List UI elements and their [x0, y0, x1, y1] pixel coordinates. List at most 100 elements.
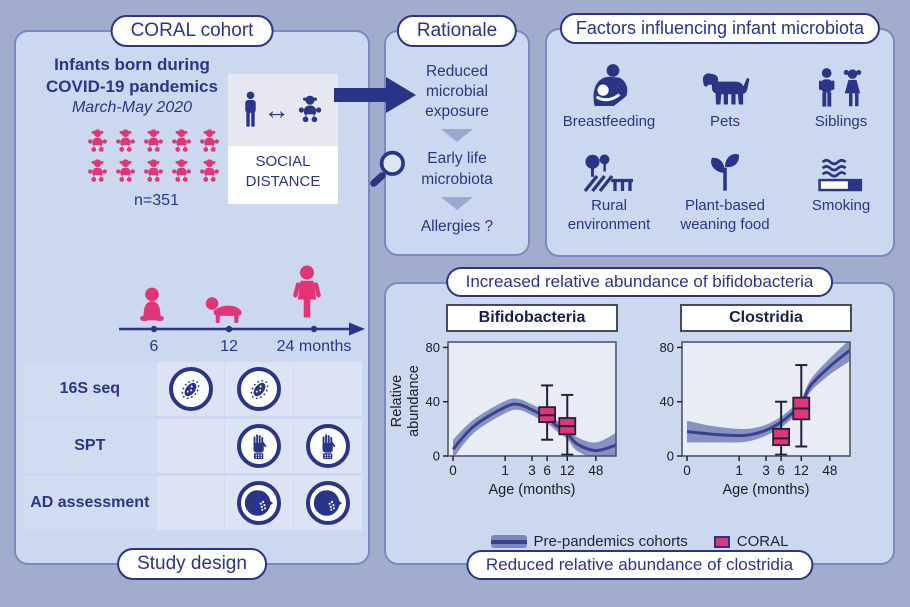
breastfeeding-icon	[585, 62, 633, 110]
face-icon	[243, 488, 275, 518]
infant-icon	[84, 158, 111, 185]
factors-panel: Factors influencing infant microbiota Br…	[545, 13, 895, 257]
factor-item: Pets	[667, 62, 783, 132]
social-distance-box: ↔ SOCIAL DISTANCE	[228, 74, 338, 204]
row-label: 16S seq	[59, 380, 121, 398]
assessment-table: 16S seq SPT AD assessment	[24, 362, 362, 533]
factor-item: Smoking	[783, 146, 899, 235]
results-bottom-pill: Reduced relative abundance of clostridia	[465, 550, 814, 580]
infant-pictogram-grid	[84, 128, 229, 188]
svg-text:0: 0	[449, 463, 457, 478]
rationale-pill: Rationale	[396, 15, 518, 47]
study-design-pill: Study design	[117, 548, 267, 580]
infant-icon	[112, 128, 139, 155]
svg-text:1: 1	[501, 463, 509, 478]
bacteria-icon	[246, 376, 273, 403]
rationale-step: Early life microbiota	[421, 150, 493, 188]
svg-text:Age (months): Age (months)	[488, 482, 575, 498]
face-icon-ring	[237, 481, 282, 525]
bifidobacteria-plot: 0 40 80 0 1 3 6 12 48 Age (months)	[426, 340, 617, 498]
svg-text:0: 0	[683, 463, 691, 478]
timeline-label: 6	[149, 338, 159, 355]
legend-label: Pre-pandemics cohorts	[533, 533, 688, 550]
distance-arrow-icon: ↔	[263, 95, 290, 125]
dog-icon-wrap	[698, 62, 752, 110]
table-cell	[225, 362, 294, 416]
rationale-steps: Reduced microbial exposure Early life mic…	[386, 62, 528, 237]
svg-text:48: 48	[822, 463, 837, 478]
row-label: SPT	[74, 437, 106, 455]
table-row: SPT	[24, 419, 362, 473]
down-arrow-icon	[441, 129, 473, 143]
face-icon-ring	[306, 481, 351, 525]
social-distance-icons: ↔	[228, 74, 338, 146]
table-cell	[294, 362, 362, 416]
table-cell	[156, 419, 225, 473]
factor-item: Plant-based weaning food	[667, 146, 783, 235]
down-arrow-icon	[441, 196, 473, 210]
factor-label: Pets	[709, 113, 740, 130]
svg-text:40: 40	[426, 394, 440, 409]
svg-text:3: 3	[528, 463, 536, 478]
smoking-icon-wrap	[815, 146, 867, 194]
table-row: 16S seq	[24, 362, 362, 416]
hand-icon-ring	[306, 424, 351, 468]
results-panel: Increased relative abundance of bifidoba…	[384, 267, 895, 580]
charts-row: Relative abundance Bifidobacteria 0 40 80 0…	[389, 304, 860, 508]
infant-icon	[168, 158, 195, 185]
svg-text:80: 80	[426, 340, 440, 355]
svg-text:0: 0	[667, 449, 674, 464]
svg-text:12: 12	[794, 463, 809, 478]
standing-toddler-icon	[289, 264, 325, 322]
clostridia-chart: Clostridia 0 40 80 0 1 3 6 12 48 Age (months)	[632, 304, 860, 508]
legend-label: CORAL	[736, 533, 789, 550]
plant-icon	[703, 150, 747, 194]
factor-label: Plant-based weaning food	[680, 196, 770, 233]
infant-icon	[168, 128, 195, 155]
chart-title-bifidobacteria: Bifidobacteria	[446, 304, 618, 332]
hand-icon-ring	[237, 424, 282, 468]
social-distance-label: SOCIAL DISTANCE	[245, 153, 321, 191]
factor-item: Rural environment	[551, 146, 667, 235]
cohort-size-label: n=351	[134, 192, 179, 209]
row-label: AD assessment	[30, 494, 150, 512]
factor-label: Breastfeeding	[562, 113, 656, 130]
chart-title-clostridia: Clostridia	[680, 304, 852, 332]
table-row: AD assessment	[24, 476, 362, 530]
legend-item: Pre-pandemics cohorts	[490, 533, 688, 550]
svg-text:Age (months): Age (months)	[722, 482, 809, 498]
dog-icon	[698, 69, 752, 110]
cohort-dates: March-May 2020	[71, 99, 193, 117]
svg-text:0: 0	[433, 449, 440, 464]
siblings-icon	[815, 67, 867, 110]
plant-icon-wrap	[703, 146, 747, 194]
table-cell	[225, 476, 294, 530]
table-cell	[156, 362, 225, 416]
rationale-step: Allergies ?	[420, 217, 494, 235]
baby-icon	[294, 94, 326, 126]
factor-label: Siblings	[814, 113, 868, 130]
bacteria-icon-ring	[237, 367, 282, 411]
breastfeeding-icon-wrap	[585, 62, 633, 110]
hand-icon	[317, 433, 339, 460]
results-top-pill: Increased relative abundance of bifidoba…	[445, 267, 834, 297]
infant-icon	[140, 128, 167, 155]
infant-icon	[196, 128, 223, 155]
bacteria-icon-ring	[168, 367, 213, 411]
bacteria-icon	[177, 376, 204, 403]
svg-text:40: 40	[660, 394, 674, 409]
cohort-heading-line2: COVID-19 pandemics	[46, 77, 218, 97]
svg-text:6: 6	[543, 463, 551, 478]
svg-text:3: 3	[762, 463, 770, 478]
infant-icon	[112, 158, 139, 185]
coral-cohort-panel: CORAL cohort Infants born during COVID-1…	[14, 15, 370, 580]
table-cell	[294, 419, 362, 473]
infant-icon	[196, 158, 223, 185]
rationale-step: Reduced microbial exposure	[425, 63, 489, 121]
table-cell	[225, 419, 294, 473]
cohort-heading-line1: Infants born during	[54, 55, 210, 74]
legend-item: CORAL	[713, 533, 789, 550]
face-icon	[312, 488, 344, 518]
band-swatch-icon	[490, 535, 527, 548]
clostridia-plot: 0 40 80 0 1 3 6 12 48 Age (months)	[660, 340, 851, 498]
